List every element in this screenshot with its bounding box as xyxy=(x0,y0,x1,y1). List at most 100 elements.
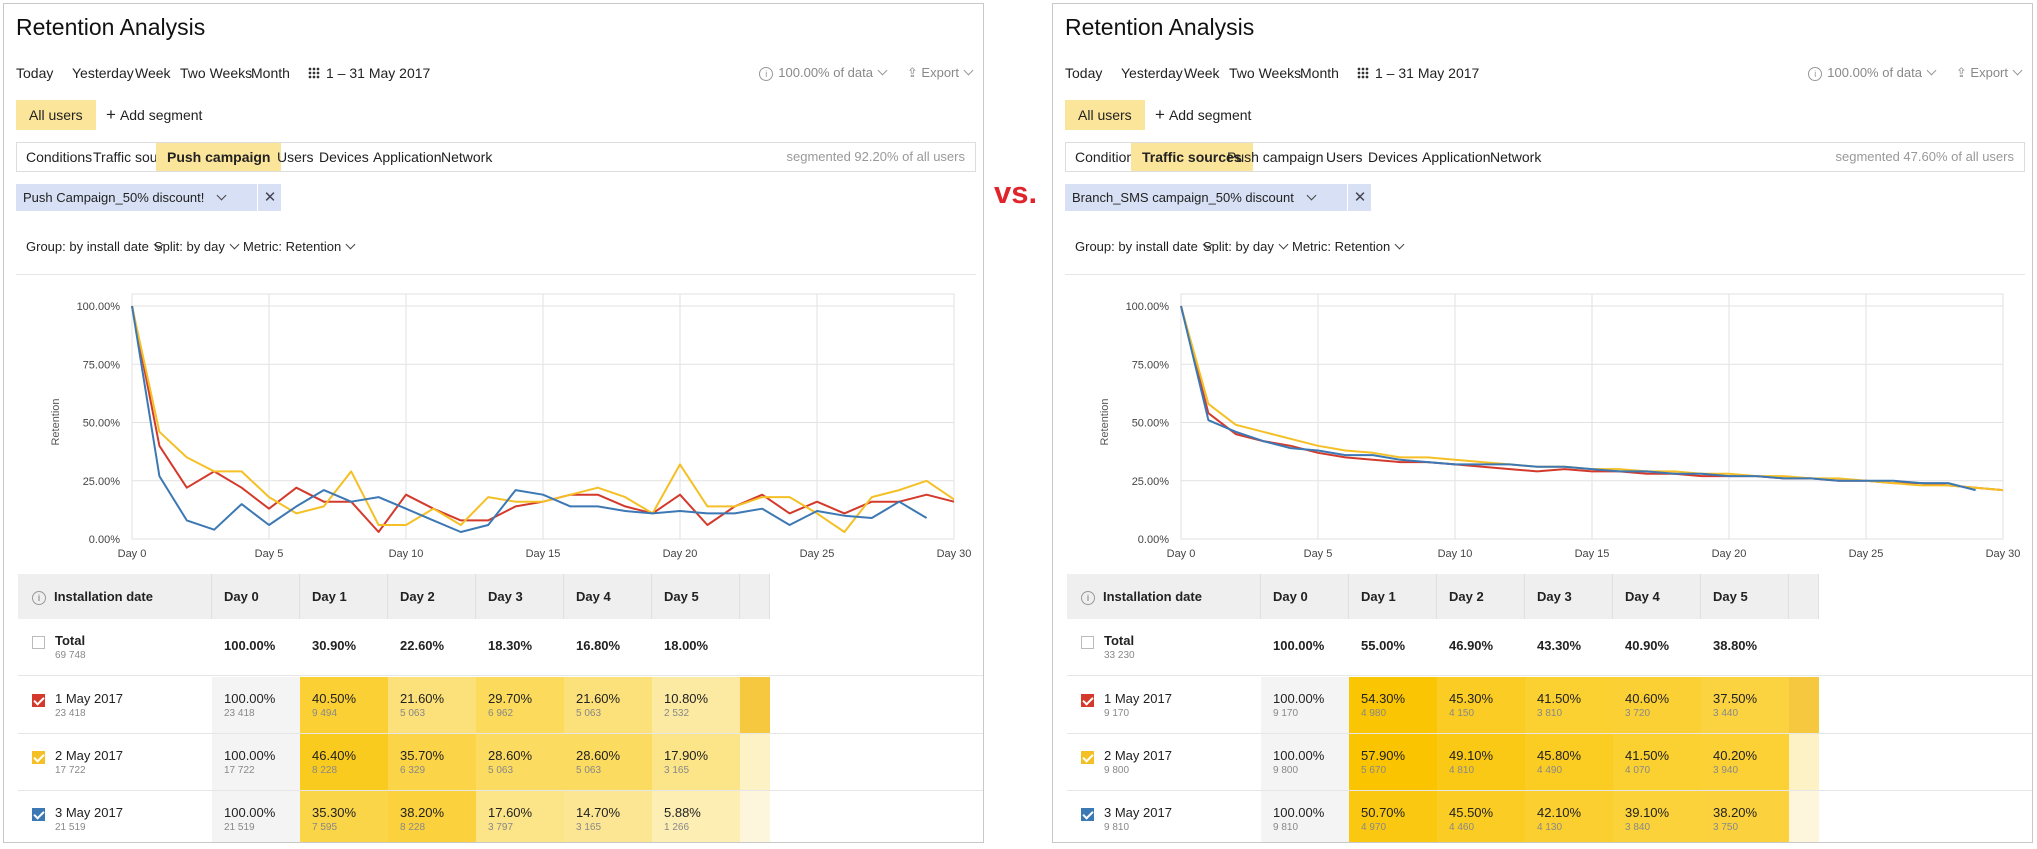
x-tick-label: Day 20 xyxy=(1712,548,1747,560)
group-dropdown[interactable]: Group: by install date xyxy=(26,239,164,254)
x-tick-label: Day 20 xyxy=(663,548,698,560)
tab-traffic-sources[interactable]: Traffic sources xyxy=(1131,143,1253,171)
period-today-button[interactable]: Today xyxy=(16,65,54,81)
tab-conditions[interactable]: Conditions xyxy=(26,149,93,165)
period-month-button[interactable]: Month xyxy=(1300,65,1339,81)
tab-users[interactable]: Users xyxy=(1326,149,1363,165)
report-options: Group: by install date Split: by day Metri… xyxy=(16,230,976,275)
y-tick-label: 100.00% xyxy=(1126,301,1170,313)
add-segment-button[interactable]: + Add segment xyxy=(1155,100,1251,130)
date-range-picker[interactable]: 1 – 31 May 2017 xyxy=(308,65,430,81)
period-two-weeks-button[interactable]: Two Weeks xyxy=(1229,65,1302,81)
segment-all-users[interactable]: All users xyxy=(16,100,96,130)
row-checkbox[interactable] xyxy=(32,751,45,764)
cell-value: 100.00% xyxy=(1273,748,1325,763)
cell-count: 4 970 xyxy=(1361,822,1387,833)
period-today-button[interactable]: Today xyxy=(1065,65,1103,81)
column-header: Day 4 xyxy=(564,574,652,619)
tab-devices[interactable]: Devices xyxy=(319,149,369,165)
period-bar: Today Yesterday Week Two Weeks Month 1 – 31 M… xyxy=(16,62,976,88)
cell-value: 40.20% xyxy=(1713,748,1758,763)
cell-value: 29.70% xyxy=(488,691,533,706)
cell-value: 30.90% xyxy=(312,638,357,653)
y-tick-label: 25.00% xyxy=(1132,476,1170,488)
cell-count: 5 063 xyxy=(488,765,514,776)
close-icon[interactable]: ✕ xyxy=(1347,184,1372,211)
table-cell: 28.60% 5 063 xyxy=(564,734,652,790)
row-checkbox[interactable] xyxy=(1081,808,1094,821)
data-sampling-dropdown[interactable]: i 100.00% of data xyxy=(759,65,888,81)
cell-count: 9 494 xyxy=(312,708,338,719)
data-sampling-label: 100.00% of data xyxy=(1827,65,1922,80)
date-range-picker[interactable]: 1 – 31 May 2017 xyxy=(1357,65,1479,81)
row-label-text: Total xyxy=(1104,633,1135,648)
row-label-cell: 1 May 2017 9 170 xyxy=(1067,677,1261,733)
period-month-button[interactable]: Month xyxy=(251,65,290,81)
tab-application[interactable]: Application xyxy=(1422,149,1491,165)
cell-value: 38.20% xyxy=(400,805,445,820)
segment-all-users[interactable]: All users xyxy=(1065,100,1145,130)
export-button[interactable]: ⇪ Export xyxy=(1956,65,2023,81)
row-checkbox[interactable] xyxy=(32,636,45,649)
period-yesterday-button[interactable]: Yesterday xyxy=(72,65,134,81)
split-dropdown[interactable]: Split: by day xyxy=(154,239,240,254)
table-cell: 55.00% xyxy=(1349,619,1437,675)
chevron-down-icon xyxy=(963,65,974,76)
table-row: 2 May 2017 9 800 100.00% 9 800 57.90% 5 670 49… xyxy=(1067,734,2032,790)
row-checkbox[interactable] xyxy=(32,694,45,707)
table-cell: 35.70% 6 329 xyxy=(388,734,476,790)
tab-network[interactable]: Network xyxy=(441,149,493,165)
cell-value: 57.90% xyxy=(1361,748,1406,763)
metric-dropdown[interactable]: Metric: Retention xyxy=(243,239,356,254)
group-dropdown[interactable]: Group: by install date xyxy=(1075,239,1213,254)
table-cell: 30.90% xyxy=(300,619,388,675)
add-segment-button[interactable]: + Add segment xyxy=(106,100,202,130)
cell-value: 45.80% xyxy=(1537,748,1582,763)
row-checkbox[interactable] xyxy=(1081,694,1094,707)
close-icon[interactable]: ✕ xyxy=(257,184,282,211)
split-dropdown-label: Split: by day xyxy=(154,239,225,254)
table-cell: 37.50% 3 440 xyxy=(1701,677,1789,733)
period-week-button[interactable]: Week xyxy=(135,65,171,81)
row-checkbox[interactable] xyxy=(1081,751,1094,764)
tab-application[interactable]: Application xyxy=(373,149,442,165)
tab-push-campaign[interactable]: Push campaign xyxy=(156,143,282,171)
active-filter-chip[interactable]: Branch_SMS campaign_50% discount ✕ xyxy=(1065,184,1371,211)
period-yesterday-button[interactable]: Yesterday xyxy=(1121,65,1183,81)
split-dropdown[interactable]: Split: by day xyxy=(1203,239,1289,254)
active-filter-chip[interactable]: Push Campaign_50% discount! ✕ xyxy=(16,184,281,211)
row-user-count: 33 230 xyxy=(1104,650,1135,661)
row-label-text: 1 May 2017 xyxy=(1104,691,1172,706)
cell-count: 6 962 xyxy=(488,708,514,719)
column-header: Day 2 xyxy=(388,574,476,619)
tab-users[interactable]: Users xyxy=(277,149,314,165)
row-checkbox[interactable] xyxy=(1081,636,1094,649)
data-sampling-dropdown[interactable]: i 100.00% of data xyxy=(1808,65,1937,81)
tab-push-campaign[interactable]: Push campaign xyxy=(1227,149,1324,165)
table-cell: 50.70% 4 970 xyxy=(1349,791,1437,842)
row-label-text: 2 May 2017 xyxy=(55,748,123,763)
cell-value: 40.60% xyxy=(1625,691,1670,706)
table-row: 2 May 2017 17 722 100.00% 17 722 46.40% 8 228… xyxy=(18,734,983,790)
cell-count: 9 800 xyxy=(1273,765,1299,776)
period-week-button[interactable]: Week xyxy=(1184,65,1220,81)
segmented-share: segmented 47.60% of all users xyxy=(1835,149,2015,164)
metric-dropdown[interactable]: Metric: Retention xyxy=(1292,239,1405,254)
table-cell: 10.80% 2 532 xyxy=(652,677,740,733)
column-header-overflow xyxy=(740,574,770,619)
tab-conditions[interactable]: Conditions xyxy=(1075,149,1142,165)
cell-count: 4 980 xyxy=(1361,708,1387,719)
cell-value: 42.10% xyxy=(1537,805,1582,820)
export-button[interactable]: ⇪ Export xyxy=(907,65,974,81)
tab-network[interactable]: Network xyxy=(1490,149,1542,165)
row-label-cell: Total 33 230 xyxy=(1067,619,1261,675)
row-user-count: 69 748 xyxy=(55,650,86,661)
cell-value: 35.70% xyxy=(400,748,445,763)
chevron-down-icon xyxy=(1926,65,1937,76)
period-two-weeks-button[interactable]: Two Weeks xyxy=(180,65,253,81)
x-tick-label: Day 15 xyxy=(526,548,561,560)
table-cell: 38.20% 3 750 xyxy=(1701,791,1789,842)
row-checkbox[interactable] xyxy=(32,808,45,821)
cell-count: 8 228 xyxy=(400,822,426,833)
tab-devices[interactable]: Devices xyxy=(1368,149,1418,165)
